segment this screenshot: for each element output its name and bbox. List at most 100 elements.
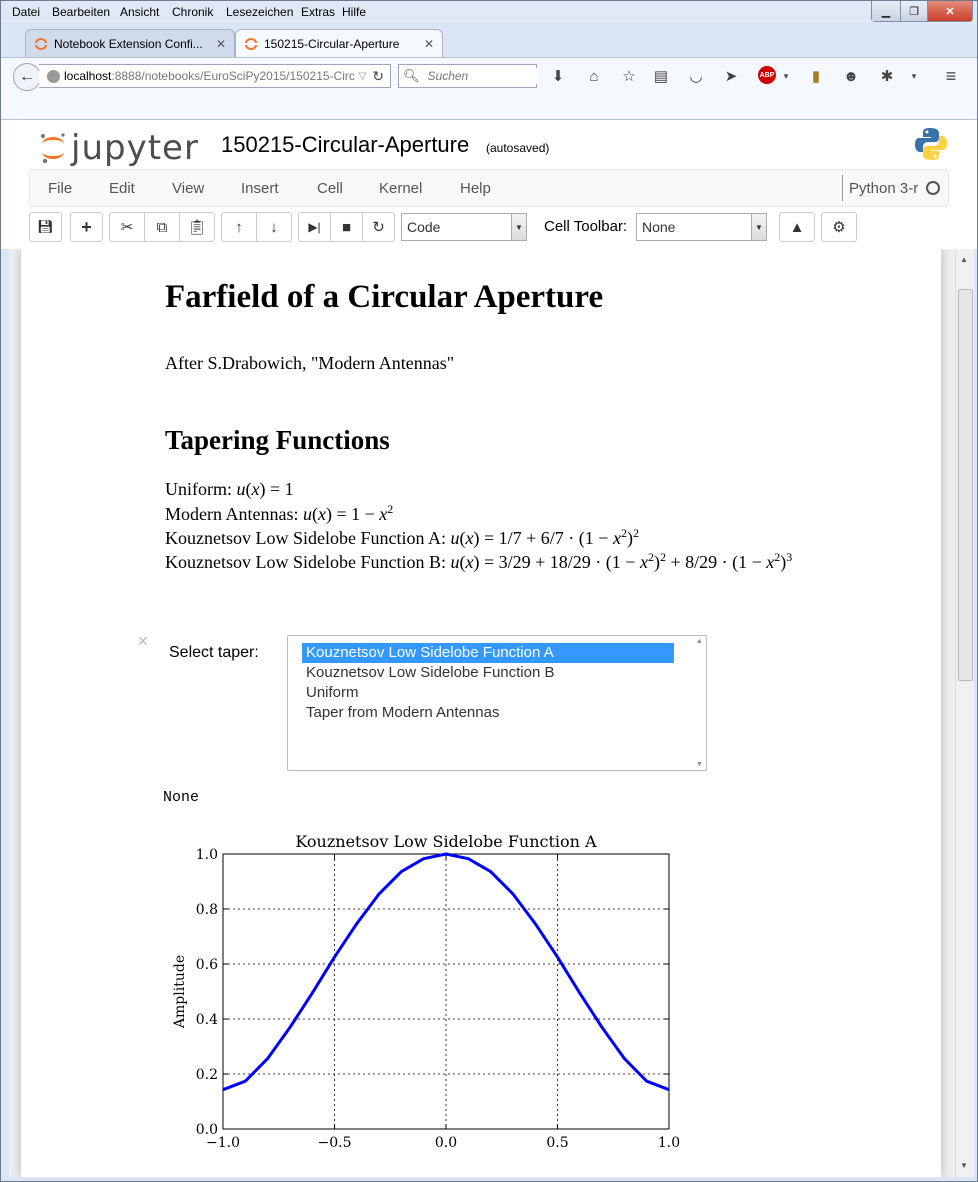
paste-button[interactable]: 📋︎: [179, 212, 215, 242]
subtitle-text: After S.Drabowich, "Modern Antennas": [165, 353, 455, 373]
scroll-thumb[interactable]: [958, 289, 973, 681]
menu-kernel[interactable]: Kernel: [379, 180, 423, 197]
adblock-icon[interactable]: ABP: [758, 66, 776, 84]
menu-chronik[interactable]: Chronik: [172, 5, 214, 19]
tab-title: 150215-Circular-Aperture: [264, 36, 400, 51]
tab-close-icon[interactable]: ✕: [215, 36, 226, 51]
url-dropdown-icon[interactable]: ▽: [358, 70, 367, 82]
taper-listbox[interactable]: Kouznetsov Low Sidelobe Function A Kouzn…: [287, 635, 707, 771]
bookmark-star-icon[interactable]: ☆: [622, 68, 636, 85]
menu-datei[interactable]: Datei: [12, 5, 41, 19]
menu-extras[interactable]: Extras: [301, 5, 336, 19]
insert-cell-button[interactable]: +: [70, 212, 103, 242]
scroll-up-icon[interactable]: ▲: [696, 638, 703, 645]
save-button[interactable]: 💾︎: [29, 212, 62, 242]
x-tick-label: 0.5: [546, 1135, 568, 1151]
y-tick-label: 0.8: [196, 902, 218, 918]
section-heading: Tapering Functions: [165, 425, 390, 455]
restart-button[interactable]: ↻: [362, 212, 395, 242]
minimize-icon[interactable]: ▁: [872, 1, 900, 21]
reload-icon[interactable]: ↻: [372, 67, 384, 84]
autosave-status: (autosaved): [486, 141, 550, 155]
bookmarks-list-icon[interactable]: ▤: [653, 68, 669, 85]
notebook-addon-icon[interactable]: ▮: [811, 68, 821, 85]
taper-option[interactable]: Kouznetsov Low Sidelobe Function A: [302, 643, 674, 663]
tab-circular-aperture[interactable]: 150215-Circular-Aperture ✕: [235, 29, 443, 57]
kernel-indicator: Python 3-r: [842, 175, 941, 201]
run-button[interactable]: ▶|: [298, 212, 331, 242]
jupyter-logo-icon: [41, 133, 65, 164]
cell-toolbar-select[interactable]: None ▼: [636, 213, 767, 241]
url-bar[interactable]: localhost:8888/notebooks/EuroSciPy2015/1…: [39, 64, 391, 88]
taper-curve: [222, 852, 670, 1092]
listbox-scrollbar[interactable]: ▲ ▼: [692, 636, 706, 770]
menu-hilfe[interactable]: Hilfe: [342, 5, 367, 19]
move-down-button[interactable]: ↓: [256, 212, 292, 242]
tab-bar: Notebook Extension Confi... ✕ 150215-Cir…: [1, 23, 977, 73]
close-window-icon[interactable]: ✕: [927, 1, 972, 21]
tab-notebook-extension[interactable]: Notebook Extension Confi... ✕: [25, 29, 235, 57]
pocket-icon[interactable]: ◡: [689, 68, 703, 85]
jupyter-logo[interactable]: jupyter: [39, 128, 199, 168]
copy-button[interactable]: ⧉: [144, 212, 180, 242]
page-scrollbar[interactable]: ▲ ▼: [955, 249, 974, 1177]
warning-button[interactable]: ▲: [779, 212, 815, 242]
warning-icon: ▲: [789, 218, 805, 236]
gears-icon: ⚙: [832, 219, 846, 236]
scroll-down-icon[interactable]: ▼: [696, 761, 703, 768]
taper-option[interactable]: Kouznetsov Low Sidelobe Function B: [306, 664, 555, 681]
plus-icon: +: [81, 216, 92, 237]
move-up-button[interactable]: ↑: [221, 212, 257, 242]
menu-ansicht[interactable]: Ansicht: [120, 5, 160, 19]
bug-addon-icon[interactable]: ✱: [880, 68, 894, 85]
cell-type-value: Code: [407, 219, 441, 235]
home-icon[interactable]: ⌂: [589, 67, 599, 85]
maximize-icon[interactable]: ❐: [900, 1, 927, 21]
back-arrow-icon[interactable]: ←: [13, 63, 41, 91]
paste-icon: 📋︎: [187, 219, 207, 236]
y-axis-label: Amplitude: [172, 955, 188, 1029]
menu-help[interactable]: Help: [460, 180, 491, 197]
cell-toolbar-label: Cell Toolbar:: [544, 218, 628, 235]
addon-dropdown-icon[interactable]: ▾: [911, 70, 917, 81]
navigation-bar: ← localhost:8888/notebooks/EuroSciPy2015…: [1, 57, 977, 94]
tab-close-icon[interactable]: ✕: [423, 36, 434, 51]
cut-button[interactable]: ✂: [109, 212, 145, 242]
taper-formula: u(x) = 1/7 + 6/7 · (1 − x2)2: [450, 526, 639, 548]
scroll-down-icon[interactable]: ▼: [960, 1161, 968, 1170]
taper-option[interactable]: Taper from Modern Antennas: [306, 704, 500, 721]
search-bar[interactable]: 🔍︎: [398, 64, 538, 88]
notebook-name[interactable]: 150215-Circular-Aperture: [221, 132, 470, 157]
menu-cell[interactable]: Cell: [317, 180, 343, 197]
kernel-name: Python 3-r: [849, 179, 919, 197]
notebook-toolbar: 💾︎ + ✂ ⧉ 📋︎ ↑ ↓ ▶| ■ ↻ Code ▼ Cell Toolb…: [29, 212, 949, 244]
url-host: localhost: [64, 69, 112, 83]
notebook-area: Farfield of a Circular Aperture After S.…: [9, 249, 959, 1177]
taper-label: Modern Antennas:: [165, 504, 303, 524]
adblock-dropdown-icon[interactable]: ▾: [783, 70, 789, 81]
jupyter-favicon-icon: [245, 37, 257, 50]
taper-label: Kouznetsov Low Sidelobe Function B:: [165, 552, 451, 572]
menu-edit[interactable]: Edit: [109, 180, 135, 197]
send-icon[interactable]: ➤: [724, 68, 738, 85]
menu-bearbeiten[interactable]: Bearbeiten: [52, 5, 111, 19]
x-tick-label: 1.0: [658, 1135, 680, 1151]
menu-view[interactable]: View: [172, 180, 205, 197]
jupyter-wordmark: jupyter: [71, 128, 199, 168]
interrupt-button[interactable]: ■: [330, 212, 363, 242]
scroll-up-icon[interactable]: ▲: [960, 255, 968, 264]
hamburger-menu-icon[interactable]: ≡: [945, 65, 957, 86]
menu-lesezeichen[interactable]: Lesezeichen: [226, 5, 294, 19]
search-input[interactable]: [425, 68, 538, 84]
nbextensions-button[interactable]: ⚙: [821, 212, 857, 242]
taper-option[interactable]: Uniform: [306, 684, 359, 701]
menu-insert[interactable]: Insert: [241, 180, 279, 197]
download-icon[interactable]: ⬇: [551, 68, 565, 85]
stop-icon: ■: [341, 218, 352, 236]
arrow-down-icon: ↓: [270, 218, 278, 236]
chat-icon[interactable]: ☻: [843, 67, 859, 85]
cell-type-select[interactable]: Code ▼: [401, 213, 527, 241]
menu-file[interactable]: File: [48, 180, 73, 197]
widget-close-icon[interactable]: ✕: [137, 633, 149, 649]
dropdown-arrow-icon: ▼: [751, 214, 766, 240]
